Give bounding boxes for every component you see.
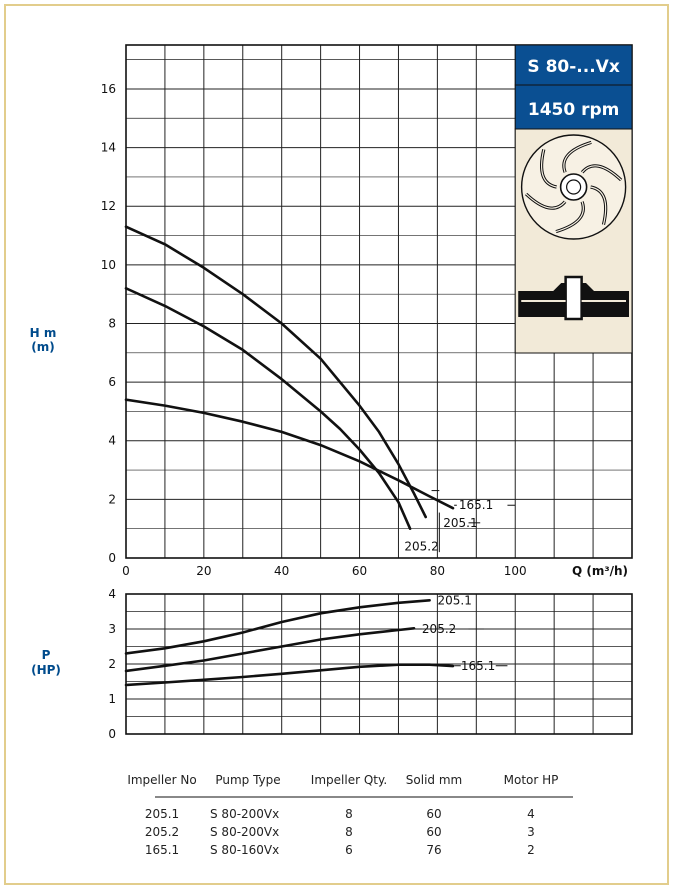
plot-border — [125, 593, 633, 735]
y-axis-label: P — [42, 648, 51, 662]
curve-label-205.2: 205.2 — [422, 622, 456, 636]
impeller-vane-inner — [563, 141, 592, 173]
curve-label-165.1: 165.1 — [459, 498, 493, 512]
impeller-vane-inner — [541, 149, 557, 188]
x-tick-label: 20 — [196, 564, 211, 578]
power-chart: 0 1 2 3 4 P(HP) 205.1 205.2 165.1 — [31, 587, 633, 741]
table-header: Impeller No — [127, 773, 196, 787]
table-cell: 60 — [426, 807, 441, 821]
table-cell: 8 — [345, 807, 353, 821]
rpm-badge — [514, 84, 633, 130]
y-tick-label: 10 — [101, 258, 116, 272]
y-tick-label: 0 — [108, 727, 116, 741]
table-cell: 60 — [426, 825, 441, 839]
table-cell: 76 — [426, 843, 441, 857]
y-tick-label: 1 — [108, 692, 116, 706]
impeller-icon — [520, 134, 627, 240]
table-cell: 2 — [527, 843, 535, 857]
curve-label-205.1: 205.1 — [443, 516, 477, 530]
y-tick-label: 2 — [108, 492, 116, 506]
y-tick-label: 4 — [108, 587, 116, 601]
y-axis-label-unit: (HP) — [31, 663, 61, 677]
table-cell: S 80-200Vx — [210, 825, 279, 839]
curve-label-165.1: 165.1 — [461, 659, 495, 673]
series-line-205.2 — [124, 627, 416, 673]
table-cell: 165.1 — [145, 843, 179, 857]
y-axis-label-unit: (m) — [31, 340, 54, 354]
series-line-205.2 — [124, 287, 412, 530]
table-header: Pump Type — [215, 773, 280, 787]
y-tick-label: 2 — [108, 657, 116, 671]
series-line-205.1 — [124, 599, 431, 655]
table-header: Impeller Qty. — [311, 773, 387, 787]
y-tick-label: 14 — [101, 141, 116, 155]
table-cell: 205.2 — [145, 825, 179, 839]
y-tick-label: 12 — [101, 199, 116, 213]
x-tick-label: 60 — [352, 564, 367, 578]
table-cell: 4 — [527, 807, 535, 821]
table-cell: 3 — [527, 825, 535, 839]
x-axis-label: Q (m³/h) — [572, 564, 628, 578]
impeller-vane-inner — [555, 201, 584, 233]
model-badge — [514, 44, 633, 86]
y-tick-label: 0 — [108, 551, 116, 565]
series-line-205.1 — [124, 225, 427, 519]
table-cell: S 80-160Vx — [210, 843, 279, 857]
table-header: Motor HP — [504, 773, 559, 787]
section-hub — [564, 275, 583, 321]
table-cell: 205.1 — [145, 807, 179, 821]
y-tick-label: 4 — [108, 434, 116, 448]
table-header: Solid mm — [406, 773, 462, 787]
x-tick-label: 80 — [430, 564, 445, 578]
y-axis-label: H m — [30, 326, 57, 340]
x-tick-label: 0 — [122, 564, 130, 578]
table-cell: S 80-200Vx — [210, 807, 279, 821]
curve-label-205.1: 205.1 — [437, 593, 471, 607]
x-tick-label: 40 — [274, 564, 289, 578]
impeller-vane-inner — [581, 165, 622, 181]
model-badge-text: S 80-...Vx — [527, 57, 619, 77]
y-tick-label: 16 — [101, 82, 116, 96]
y-tick-label: 3 — [108, 622, 116, 636]
y-tick-label: 6 — [108, 375, 116, 389]
y-tick-label: 8 — [108, 316, 116, 330]
series-line-165.1 — [124, 663, 455, 687]
series-line-165.1 — [124, 398, 455, 510]
spec-table: Impeller No Pump Type Impeller Qty. Solid m… — [127, 773, 573, 857]
head-chart: 0 2 4 6 8 10 12 14 16 0 20 40 60 80 100 Q (m³/h) H m(m) 1… — [30, 44, 633, 578]
impeller-vane-inner — [525, 193, 566, 209]
impeller-bore — [566, 179, 582, 195]
impeller-section-icon — [518, 275, 629, 321]
impeller-vane-inner — [590, 186, 607, 225]
x-tick-label: 100 — [504, 564, 527, 578]
table-cell: 8 — [345, 825, 353, 839]
rpm-badge-text: 1450 rpm — [528, 100, 620, 120]
curve-label-205.2: 205.2 — [404, 539, 438, 553]
table-cell: 6 — [345, 843, 353, 857]
